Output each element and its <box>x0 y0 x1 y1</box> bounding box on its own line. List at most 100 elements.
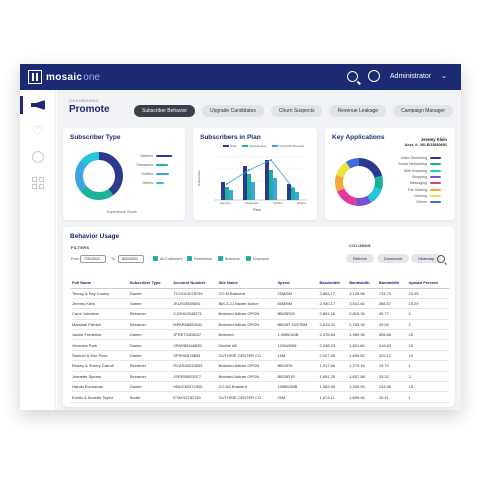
column-header[interactable]: Full Name <box>71 278 129 289</box>
legend-item: Social Networking <box>393 162 441 166</box>
checkbox-checked-icon <box>153 256 158 261</box>
tab-subscriber-behavior[interactable]: Subscriber Behavior <box>134 105 196 117</box>
table-row[interactable]: Rickey & Sherry Carroll Streamer RCAR40233… <box>71 360 449 372</box>
table-cell: 15 <box>407 381 449 393</box>
table-cell: Streamer <box>128 371 173 383</box>
to-label: To <box>111 257 115 261</box>
table-row[interactable]: Jeremy Klein Gamer JKLE03830691 IBX-3-1J Ba… <box>71 298 449 310</box>
employee-checkbox[interactable]: Employee <box>246 256 269 261</box>
table-cell: 2 <box>407 319 449 331</box>
table-row[interactable]: Emilio & Annette Taylor Surfer ETAY5378276… <box>71 391 449 403</box>
table-cell: VPAR89348835 <box>172 339 218 351</box>
column-header[interactable]: Account Number <box>172 278 218 289</box>
columns-label: COLUMNS <box>349 244 371 248</box>
key-applications-donut[interactable] <box>331 154 387 210</box>
behavior-table: Full Name Subscriber Type Account Number Si… <box>71 278 449 403</box>
bar-group-others <box>287 184 299 200</box>
checkbox-checked-icon <box>218 256 223 261</box>
table-row[interactable]: Carol Johnston Streamer CJOH02548271 Braine… <box>71 308 449 320</box>
table-cell: Streamer <box>128 319 173 331</box>
legend-bar <box>430 182 441 185</box>
table-cell: Jeanette Spears <box>71 371 129 383</box>
table-row[interactable]: Samuel & Kim Price Gamer SPRI92878853 GUTHR… <box>71 350 449 362</box>
table-cell: 388.57 <box>377 298 408 310</box>
subscribers-plan-chart[interactable] <box>209 152 309 208</box>
table-cell: 1,699.83 <box>348 350 378 362</box>
table-row[interactable]: Marshall Parrish Streamer MPAR68592642 Brai… <box>71 319 449 331</box>
column-header[interactable]: Bandwidth <box>348 278 378 289</box>
sidebar-item-favorites[interactable] <box>20 120 56 142</box>
table-cell: CO M Brainerd <box>217 288 277 299</box>
table-row[interactable]: Veronica Park Gamer VPAR89348835 Moville AE… <box>71 339 449 351</box>
table-cell: 45.77 <box>377 308 408 320</box>
logo-icon <box>28 70 42 84</box>
table-cell: Jeremy Klein <box>71 298 129 310</box>
table-cell: 1.0MB/1MB <box>276 329 319 341</box>
app-window: mosaic one Administrator ⌄ DASHBOARD Pro… <box>20 64 461 410</box>
table-cell: Rickey & Sherry Carroll <box>71 360 129 372</box>
legend-bar <box>430 201 441 204</box>
tab-revenue-leakage[interactable]: Revenue Leakage <box>329 105 387 117</box>
heatmap-button[interactable]: Heatmap <box>411 254 442 263</box>
table-row[interactable]: Timmy & Kay Cooley Gamer TCOO14075799 CO M … <box>71 288 449 299</box>
legend-bar <box>156 164 168 166</box>
table-cell: 1,821.60 <box>348 339 378 351</box>
table-row[interactable]: Jeanette Spears Streamer JSPE98923977 Brain… <box>71 371 449 383</box>
table-search-icon[interactable] <box>437 255 445 263</box>
card-title: Key Applications <box>332 134 385 141</box>
table-cell: 26 <box>407 329 449 341</box>
column-header[interactable]: Site Name <box>217 278 277 289</box>
chevron-down-icon[interactable]: ⌄ <box>441 73 447 80</box>
column-header[interactable]: Subscriber Type <box>128 278 173 289</box>
table-cell: 329.12 <box>377 350 408 362</box>
user-avatar-icon[interactable] <box>367 70 380 82</box>
sidebar-item-promote[interactable] <box>20 94 56 116</box>
table-cell: Brainerd Adtran GPON <box>217 308 277 320</box>
subscriber-type-donut[interactable] <box>71 148 127 204</box>
legend-bar <box>156 182 164 184</box>
search-icon[interactable] <box>346 70 358 82</box>
column-header[interactable]: Bandwidth <box>318 278 349 289</box>
table-cell: 506.66 <box>377 329 408 341</box>
card-title: Subscriber Type <box>70 134 121 141</box>
sidebar-item-apps[interactable] <box>20 172 56 194</box>
table-cell: Brainerd Adtran GPON <box>217 360 277 372</box>
logo[interactable]: mosaic one <box>28 70 100 84</box>
table-cell: 60M/5M <box>276 298 319 310</box>
sidebar-item-network[interactable] <box>20 146 56 168</box>
table-cell: 19 <box>407 350 449 362</box>
grid-icon <box>32 177 44 189</box>
table-row[interactable]: Jackie Frederick Gamer JFRE73426637 Brainer… <box>71 329 449 341</box>
table-cell: 120M/60M <box>276 339 319 351</box>
download-button[interactable]: Download <box>377 254 409 263</box>
table-cell: 33.32 <box>377 371 408 383</box>
user-name[interactable]: Administrator <box>389 72 432 80</box>
from-date-input[interactable]: 7/31/2021 <box>80 255 106 263</box>
refresh-button[interactable]: Refresh <box>346 254 375 263</box>
table-cell: BB10R 15/27BM <box>276 319 319 331</box>
table-cell: Gamer <box>128 381 173 393</box>
column-header[interactable]: Bandwidth <box>377 278 408 289</box>
table-cell: JFRE73426637 <box>172 329 218 341</box>
all-customers-checkbox[interactable]: All Customers <box>153 256 182 261</box>
tab-campaign-manager[interactable]: Campaign Manager <box>393 105 453 117</box>
business-checkbox[interactable]: Business <box>218 256 240 261</box>
tab-churn-suspects[interactable]: Churn Suspects <box>270 105 323 117</box>
table-cell: Gamer <box>128 298 173 310</box>
table-cell: 1 <box>407 360 449 372</box>
table-cell: Samuel & Kim Price <box>71 350 129 362</box>
tab-upgrade-candidates[interactable]: Upgrade Candidates <box>202 105 264 117</box>
legend-item: Gamers <box>135 154 172 158</box>
table-cell: 234.06 <box>377 381 408 393</box>
residential-checkbox[interactable]: Residential <box>187 256 212 261</box>
megaphone-icon <box>31 100 45 110</box>
column-header[interactable]: Speed <box>276 278 319 289</box>
column-header[interactable]: Upload Percent <box>407 278 449 289</box>
sidebar <box>20 90 56 410</box>
table-row[interactable]: Harold Buchanan Gamer HBUC60372300 CO N2 Br… <box>71 381 449 393</box>
x-tick: Surfers <box>272 201 283 205</box>
to-date-input[interactable]: 8/31/2021 <box>118 255 144 263</box>
from-label: From <box>71 257 80 261</box>
table-cell: 2,027.95 <box>318 350 349 362</box>
table-cell: 1,279.16 <box>348 360 378 372</box>
